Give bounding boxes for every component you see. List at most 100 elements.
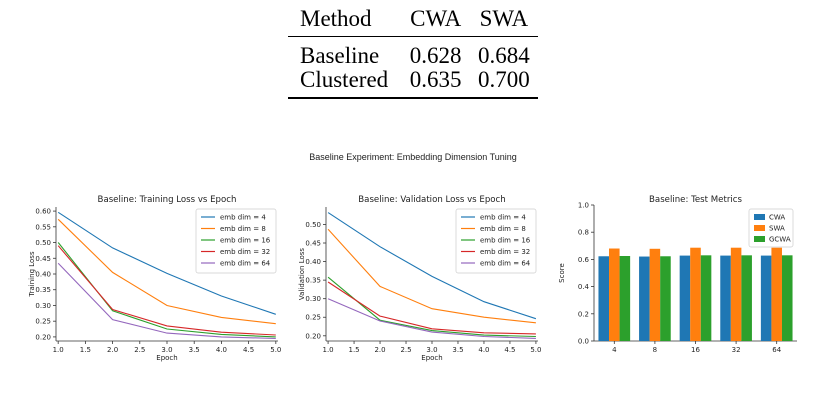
series-line-1 xyxy=(327,212,537,320)
series-line-2 xyxy=(57,218,276,325)
legend-label: emb dim = 64 xyxy=(480,260,531,268)
legend-box xyxy=(195,208,277,274)
bar-gcwa xyxy=(781,255,793,341)
bar-swa xyxy=(649,248,661,341)
x-tick-label: 4.5 xyxy=(504,346,515,354)
legend-label: emb dim = 64 xyxy=(220,260,271,268)
y-tick-label: 0.40 xyxy=(35,271,51,279)
header-swa: SWA xyxy=(469,0,538,37)
x-axis-label: Epoch xyxy=(156,354,177,362)
bar-swa xyxy=(771,247,782,341)
chart-title: Baseline: Training Loss vs Epoch xyxy=(98,195,237,205)
x-tick-label: 1.0 xyxy=(53,346,64,354)
bar-gcwa xyxy=(741,255,752,341)
legend-swatch xyxy=(754,236,765,242)
y-tick-label: 0.45 xyxy=(35,255,51,263)
results-table: Method CWA SWA Baseline 0.628 0.684 Clus… xyxy=(288,0,538,99)
y-tick-label: 0.45 xyxy=(305,240,321,248)
legend-label: emb dim = 4 xyxy=(220,214,266,222)
header-cwa: CWA xyxy=(401,0,470,37)
validation-loss-chart: Baseline: Validation Loss vs Epoch 1.0 1.5… xyxy=(298,195,541,362)
table-cell: 0.684 xyxy=(478,42,530,68)
legend-label: emb dim = 8 xyxy=(480,225,526,233)
x-tick-label: 1.0 xyxy=(323,346,334,354)
legend-label: emb dim = 32 xyxy=(480,248,530,256)
series-line-1 xyxy=(57,211,276,315)
bar-cwa xyxy=(720,255,731,341)
x-tick-label: 4 xyxy=(612,346,617,354)
series-line-5 xyxy=(57,262,276,340)
table-cell: Baseline xyxy=(300,42,380,68)
series-line-3 xyxy=(327,276,536,338)
y-tick-label: 0.2 xyxy=(578,310,589,318)
y-tick-label: 0.35 xyxy=(35,286,51,294)
legend-label: emb dim = 16 xyxy=(480,237,531,245)
y-tick-label: 0.30 xyxy=(35,302,51,310)
table-row: Clustered 0.635 0.700 xyxy=(288,67,538,99)
table-cell: 0.628 xyxy=(409,42,462,68)
legend-swatch xyxy=(754,214,765,220)
x-tick-label: 5.0 xyxy=(270,346,281,354)
y-tick-label: 0.60 xyxy=(35,208,51,216)
y-tick-label: 0.20 xyxy=(35,333,51,341)
bar-gcwa xyxy=(700,255,712,341)
x-tick-label: 1.5 xyxy=(80,346,91,354)
y-tick-label: 0.30 xyxy=(305,295,321,303)
legend-label: emb dim = 4 xyxy=(480,214,526,222)
x-axis-label: Epoch xyxy=(421,354,442,362)
x-tick-label: 2.0 xyxy=(107,346,118,354)
chart-title: Baseline: Validation Loss vs Epoch xyxy=(358,195,505,205)
bar-swa xyxy=(730,247,742,341)
y-tick-label: 0.25 xyxy=(305,314,321,322)
series-line-4 xyxy=(327,281,536,335)
x-tick-label: 1.5 xyxy=(348,346,359,354)
table-cell: Clustered xyxy=(288,67,402,99)
bar-swa xyxy=(690,247,701,341)
series-line-4 xyxy=(57,245,276,336)
y-axis-label: Validation Loss xyxy=(298,248,306,300)
y-tick-label: 0.55 xyxy=(35,223,51,231)
test-metrics-chart: Baseline: Test Metrics 0.0 0.2 0.4 0.6 0.8 1.0… xyxy=(558,195,797,354)
bar-swa xyxy=(609,248,620,341)
chart-title: Baseline: Test Metrics xyxy=(649,195,742,205)
header-method: Method xyxy=(288,0,402,37)
y-tick-label: 0.35 xyxy=(305,277,321,285)
y-tick-label: 0.40 xyxy=(305,258,321,266)
y-tick-label: 0.6 xyxy=(578,256,590,264)
x-tick-label: 3.0 xyxy=(161,346,172,354)
x-tick-label: 4.0 xyxy=(478,346,489,354)
series-line-5 xyxy=(327,298,536,339)
x-tick-label: 8 xyxy=(653,346,657,354)
bar-cwa xyxy=(598,256,610,341)
x-tick-label: 2.5 xyxy=(134,346,145,354)
legend-label: SWA xyxy=(769,225,785,233)
y-tick-label: 0.4 xyxy=(578,283,590,291)
training-loss-chart: Baseline: Training Loss vs Epoch 1.0 1.5 2.… xyxy=(28,195,281,362)
legend-label: CWA xyxy=(769,214,785,222)
x-tick-label: 3.5 xyxy=(452,346,463,354)
x-tick-label: 5.0 xyxy=(530,346,541,354)
table-cell: 0.700 xyxy=(469,67,538,99)
bar-gcwa xyxy=(660,256,671,341)
bar-gcwa xyxy=(619,256,631,341)
x-tick-label: 2.5 xyxy=(400,346,411,354)
y-tick-label: 0.20 xyxy=(305,332,321,340)
y-tick-label: 0.8 xyxy=(578,229,589,237)
series-line-2 xyxy=(327,228,536,324)
y-tick-label: 0.0 xyxy=(578,338,589,346)
x-tick-label: 4.5 xyxy=(243,346,254,354)
legend-label: emb dim = 32 xyxy=(220,248,270,256)
y-tick-label: 0.25 xyxy=(35,318,51,326)
bar-cwa xyxy=(679,255,691,341)
y-tick-label: 0.50 xyxy=(35,239,51,247)
x-tick-label: 16 xyxy=(691,346,700,354)
bar-cwa xyxy=(760,255,772,341)
y-tick-label: 1.0 xyxy=(578,202,589,210)
table-header-row: Method CWA SWA xyxy=(288,0,538,37)
legend-box xyxy=(455,208,537,274)
x-tick-label: 3.0 xyxy=(426,346,437,354)
x-tick-label: 32 xyxy=(732,346,741,354)
legend-swatch xyxy=(754,225,765,231)
y-tick-label: 0.50 xyxy=(305,221,321,229)
y-axis-label: Training Loss xyxy=(28,251,36,298)
